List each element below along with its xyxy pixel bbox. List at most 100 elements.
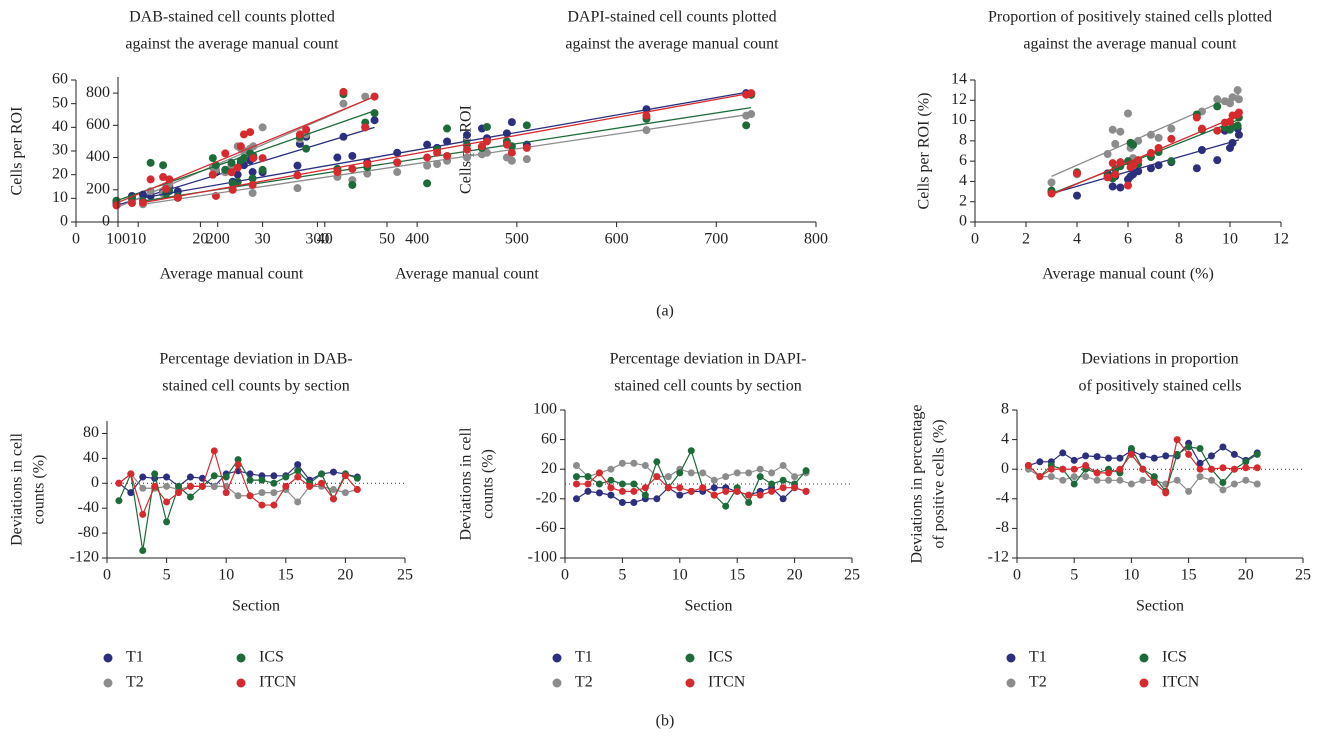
point — [756, 465, 764, 473]
y-tick-label: 20 — [541, 460, 557, 477]
y-tick-label: 80 — [83, 424, 99, 441]
point — [1127, 480, 1135, 488]
point — [175, 482, 183, 490]
point — [138, 190, 147, 199]
point — [1105, 476, 1113, 484]
chart: Percentage deviation in DAB-stained cell… — [9, 351, 413, 691]
point — [1213, 95, 1222, 104]
point — [687, 447, 695, 455]
legend-label: ICS — [1162, 649, 1187, 666]
chart-title: Percentage deviation in DAPI- — [610, 351, 807, 368]
point — [393, 168, 402, 177]
legend-marker — [1139, 678, 1149, 688]
point — [1036, 473, 1044, 481]
point — [1146, 130, 1155, 139]
point — [1234, 108, 1243, 117]
point — [1234, 95, 1243, 104]
point — [1082, 462, 1090, 469]
chart-title: Deviations in proportion — [1081, 351, 1238, 368]
point — [1242, 464, 1250, 472]
trend-line — [1051, 93, 1240, 177]
y-tick-label: 30 — [52, 142, 68, 159]
x-tick-label: 400 — [405, 231, 429, 248]
point — [502, 129, 511, 138]
point — [722, 473, 730, 481]
y-axis-label: Cells per ROI (%) — [916, 93, 933, 210]
point — [664, 473, 672, 481]
point — [282, 482, 290, 490]
y-tick-label: 60 — [541, 430, 557, 447]
legend-label: ITCN — [1162, 674, 1200, 691]
point — [294, 467, 302, 475]
legend-marker — [236, 653, 246, 663]
x-tick-label: 6 — [1124, 231, 1132, 248]
point — [1233, 121, 1242, 130]
x-tick-label: 600 — [605, 231, 629, 248]
point — [676, 491, 684, 499]
point — [246, 492, 254, 500]
point — [699, 469, 707, 477]
legend-marker — [685, 678, 695, 688]
chart-title: Percentage deviation in DAB- — [159, 351, 352, 368]
point — [507, 118, 516, 127]
y-tick-label: 2 — [959, 192, 967, 209]
point — [572, 495, 580, 503]
point — [630, 499, 638, 506]
point — [1154, 133, 1163, 142]
point — [618, 487, 626, 495]
point — [270, 501, 278, 509]
point — [270, 479, 278, 487]
y-tick-label: -8 — [996, 519, 1009, 536]
y-tick-label: 0 — [102, 213, 110, 230]
point — [1219, 479, 1227, 487]
point — [1127, 444, 1135, 452]
point — [233, 163, 242, 172]
x-tick-label: 0 — [103, 567, 111, 584]
point — [443, 151, 452, 160]
trend-line — [142, 90, 752, 199]
point — [234, 456, 242, 464]
point — [139, 484, 147, 492]
point — [339, 99, 348, 108]
legend-label: ICS — [708, 649, 733, 666]
point — [507, 148, 516, 157]
point — [687, 469, 695, 477]
point — [1207, 452, 1215, 460]
point — [258, 165, 267, 174]
point — [768, 487, 776, 495]
point — [1213, 126, 1222, 135]
point — [1230, 465, 1238, 473]
point — [221, 165, 230, 174]
point — [1111, 170, 1120, 179]
point — [1105, 469, 1113, 477]
point — [779, 495, 787, 503]
point — [768, 480, 776, 488]
y-tick-label: 200 — [86, 180, 110, 197]
legend-label: T1 — [1029, 649, 1047, 666]
x-axis-label: Section — [232, 598, 280, 615]
point — [1150, 473, 1158, 481]
point — [163, 473, 171, 481]
legend-label: ICS — [259, 649, 284, 666]
x-tick-label: 800 — [804, 231, 828, 248]
point — [522, 121, 531, 130]
x-axis-label: Average manual count — [395, 266, 539, 283]
point — [370, 116, 379, 125]
point — [595, 480, 603, 488]
point — [198, 482, 206, 490]
y-tick-label: 12 — [951, 91, 967, 108]
point — [584, 487, 592, 495]
legend-label: T1 — [126, 649, 144, 666]
chart-title: stained cell counts by section — [614, 378, 802, 395]
x-tick-label: 300 — [305, 231, 329, 248]
y-tick-label: 8 — [959, 132, 967, 149]
point — [443, 137, 452, 146]
point — [163, 482, 171, 490]
point — [234, 461, 242, 469]
point — [227, 168, 236, 177]
point — [1196, 459, 1204, 467]
point — [293, 161, 302, 170]
point — [1196, 465, 1204, 473]
point — [1116, 476, 1124, 484]
point — [463, 145, 471, 154]
